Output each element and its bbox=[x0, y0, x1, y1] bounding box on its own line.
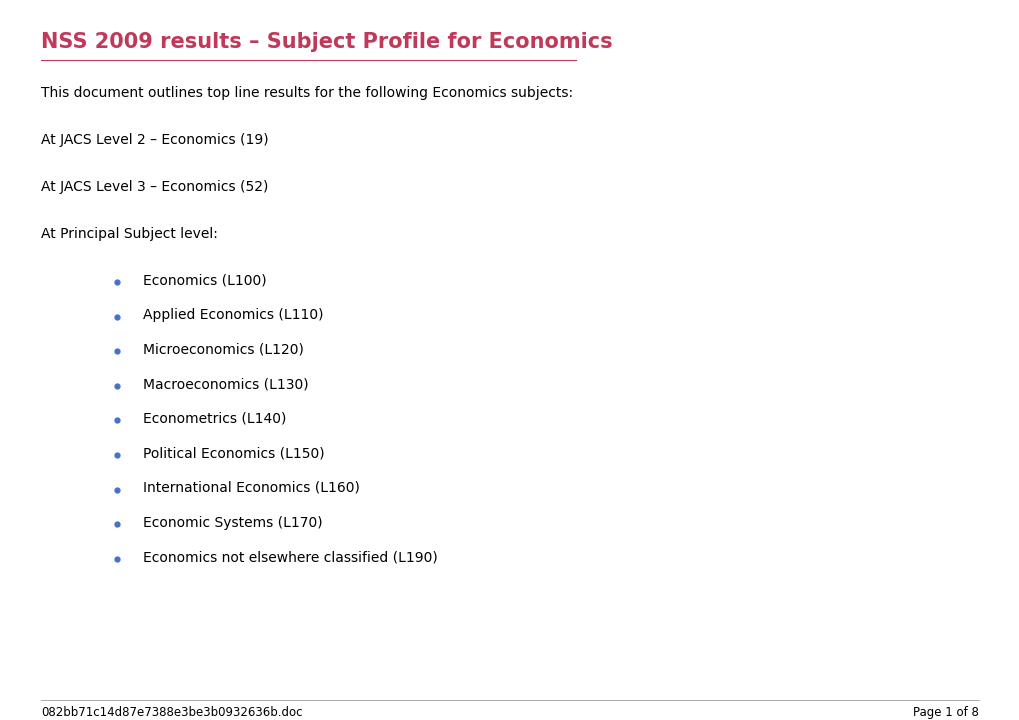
Text: Econometrics (L140): Econometrics (L140) bbox=[143, 412, 286, 426]
Text: Political Economics (L150): Political Economics (L150) bbox=[143, 446, 324, 460]
Text: Macroeconomics (L130): Macroeconomics (L130) bbox=[143, 377, 308, 391]
Text: At JACS Level 2 – Economics (19): At JACS Level 2 – Economics (19) bbox=[41, 133, 268, 147]
Text: At JACS Level 3 – Economics (52): At JACS Level 3 – Economics (52) bbox=[41, 180, 268, 194]
Text: Economics (L100): Economics (L100) bbox=[143, 274, 266, 287]
Text: Page 1 of 8: Page 1 of 8 bbox=[912, 706, 978, 719]
Text: International Economics (L160): International Economics (L160) bbox=[143, 481, 360, 495]
Text: NSS 2009 results – Subject Profile for Economics: NSS 2009 results – Subject Profile for E… bbox=[41, 32, 611, 53]
Text: This document outlines top line results for the following Economics subjects:: This document outlines top line results … bbox=[41, 86, 573, 100]
Text: Applied Economics (L110): Applied Economics (L110) bbox=[143, 308, 323, 322]
Text: Economics not elsewhere classified (L190): Economics not elsewhere classified (L190… bbox=[143, 550, 437, 564]
Text: 082bb71c14d87e7388e3be3b0932636b.doc: 082bb71c14d87e7388e3be3b0932636b.doc bbox=[41, 706, 302, 719]
Text: At Principal Subject level:: At Principal Subject level: bbox=[41, 227, 217, 240]
Text: Microeconomics (L120): Microeconomics (L120) bbox=[143, 343, 304, 356]
Text: Economic Systems (L170): Economic Systems (L170) bbox=[143, 516, 322, 529]
